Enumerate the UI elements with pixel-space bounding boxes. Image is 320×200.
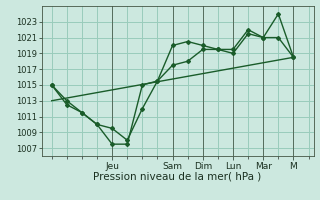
X-axis label: Pression niveau de la mer( hPa ): Pression niveau de la mer( hPa ) (93, 172, 262, 182)
